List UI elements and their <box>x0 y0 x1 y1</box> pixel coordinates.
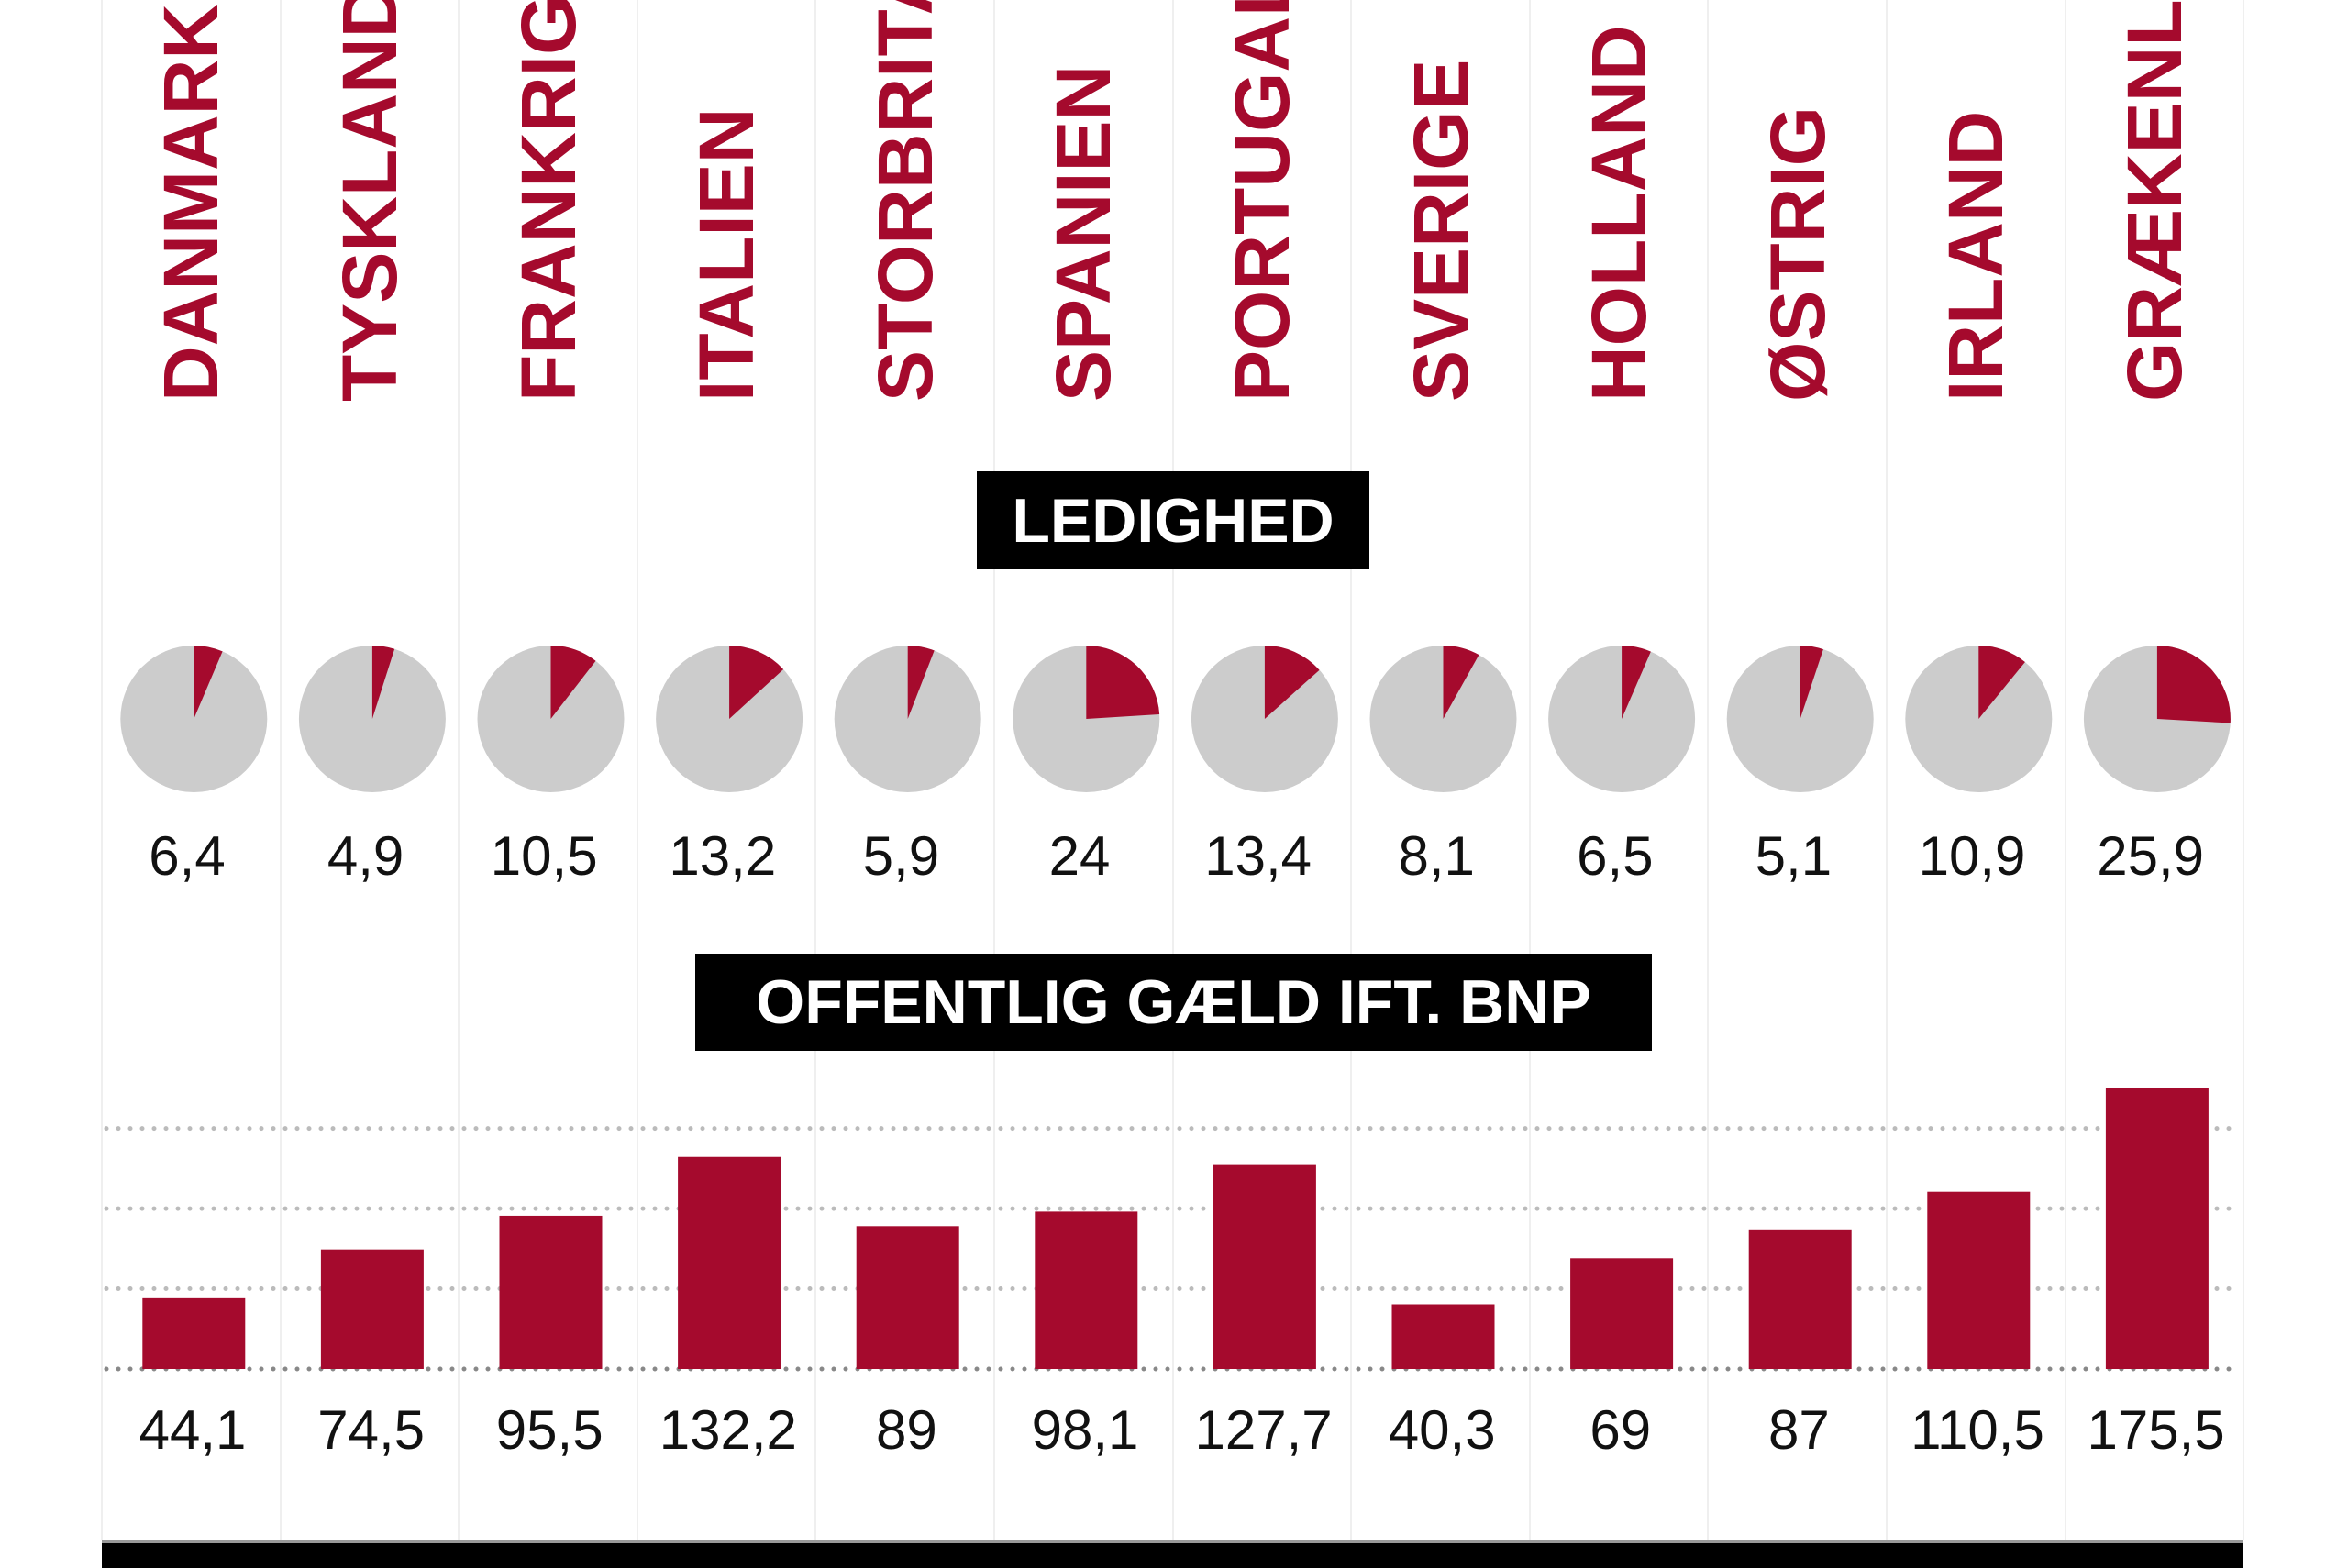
bar <box>1391 1304 1495 1369</box>
pie-background <box>120 646 268 792</box>
column-divider <box>636 0 638 1540</box>
pie-value-label: 5,9 <box>862 825 940 887</box>
pie-background <box>834 646 981 792</box>
bar-value-label: 74,5 <box>317 1399 425 1461</box>
bar-value-label: 40,3 <box>1388 1399 1496 1461</box>
bar-value-label: 175,5 <box>2087 1399 2225 1461</box>
bar <box>678 1156 781 1369</box>
bar <box>1748 1229 1852 1369</box>
bar <box>142 1297 246 1369</box>
pie-slice <box>1800 646 1823 719</box>
column-divider <box>1886 0 1888 1540</box>
bar-value-label: 95,5 <box>495 1399 604 1461</box>
pie-slice <box>2156 646 2231 723</box>
column-divider <box>1528 0 1531 1540</box>
pie-value-label: 5,1 <box>1755 825 1833 887</box>
bar <box>1035 1211 1138 1369</box>
pie-value-label: 6,4 <box>149 825 226 887</box>
pie-value-label: 10,5 <box>490 825 598 887</box>
bottom-bar <box>102 1540 2243 1568</box>
column-divider <box>1707 0 1710 1540</box>
bar <box>2105 1087 2209 1369</box>
column-divider <box>101 0 103 1540</box>
pie-value-label: 10,9 <box>1918 825 2026 887</box>
bar <box>1570 1258 1674 1369</box>
pie-value-label: 13,2 <box>669 825 777 887</box>
pie-slice <box>371 646 395 719</box>
bar-chart-title: OFFENTLIG GÆLD IFT. BNP <box>695 954 1652 1051</box>
bar-value-label: 98,1 <box>1031 1399 1139 1461</box>
bar <box>1213 1164 1316 1369</box>
bar-value-label: 110,5 <box>1911 1399 2044 1461</box>
bar <box>499 1215 603 1369</box>
bar-value-label: 69 <box>1589 1399 1652 1461</box>
pie-slice <box>1978 646 2025 719</box>
bar <box>856 1226 959 1369</box>
pie-value-label: 25,9 <box>2097 825 2204 887</box>
column-divider <box>2064 0 2066 1540</box>
pie-slice <box>1264 646 1320 719</box>
pie-value-label: 24 <box>1048 825 1111 887</box>
bar <box>320 1249 424 1369</box>
pie-value-label: 8,1 <box>1398 825 1475 887</box>
column-divider <box>2243 0 2245 1540</box>
column-divider <box>458 0 460 1540</box>
column-divider <box>814 0 817 1540</box>
pie-slice <box>1086 646 1160 719</box>
bar <box>1927 1191 2031 1369</box>
bar-value-label: 44,1 <box>138 1399 247 1461</box>
pie-slice <box>1622 646 1651 719</box>
column-divider <box>993 0 995 1540</box>
pie-slice <box>550 646 596 719</box>
column-divider <box>279 0 282 1540</box>
bar-value-label: 89 <box>876 1399 937 1461</box>
bar-value-label: 127,7 <box>1194 1399 1333 1461</box>
pie-value-label: 4,9 <box>327 825 404 887</box>
pie-slice <box>907 646 935 719</box>
column-divider <box>1350 0 1353 1540</box>
pie-value-label: 13,4 <box>1204 825 1312 887</box>
pie-chart-title: LEDIGHED <box>977 471 1369 569</box>
pie-slice <box>1443 646 1479 719</box>
pie-slice <box>194 646 223 719</box>
pie-slice <box>729 646 784 719</box>
pie-value-label: 6,5 <box>1577 825 1654 887</box>
bar-value-label: 87 <box>1768 1399 1830 1461</box>
bar-value-label: 132,2 <box>659 1399 797 1461</box>
column-divider <box>1171 0 1174 1540</box>
